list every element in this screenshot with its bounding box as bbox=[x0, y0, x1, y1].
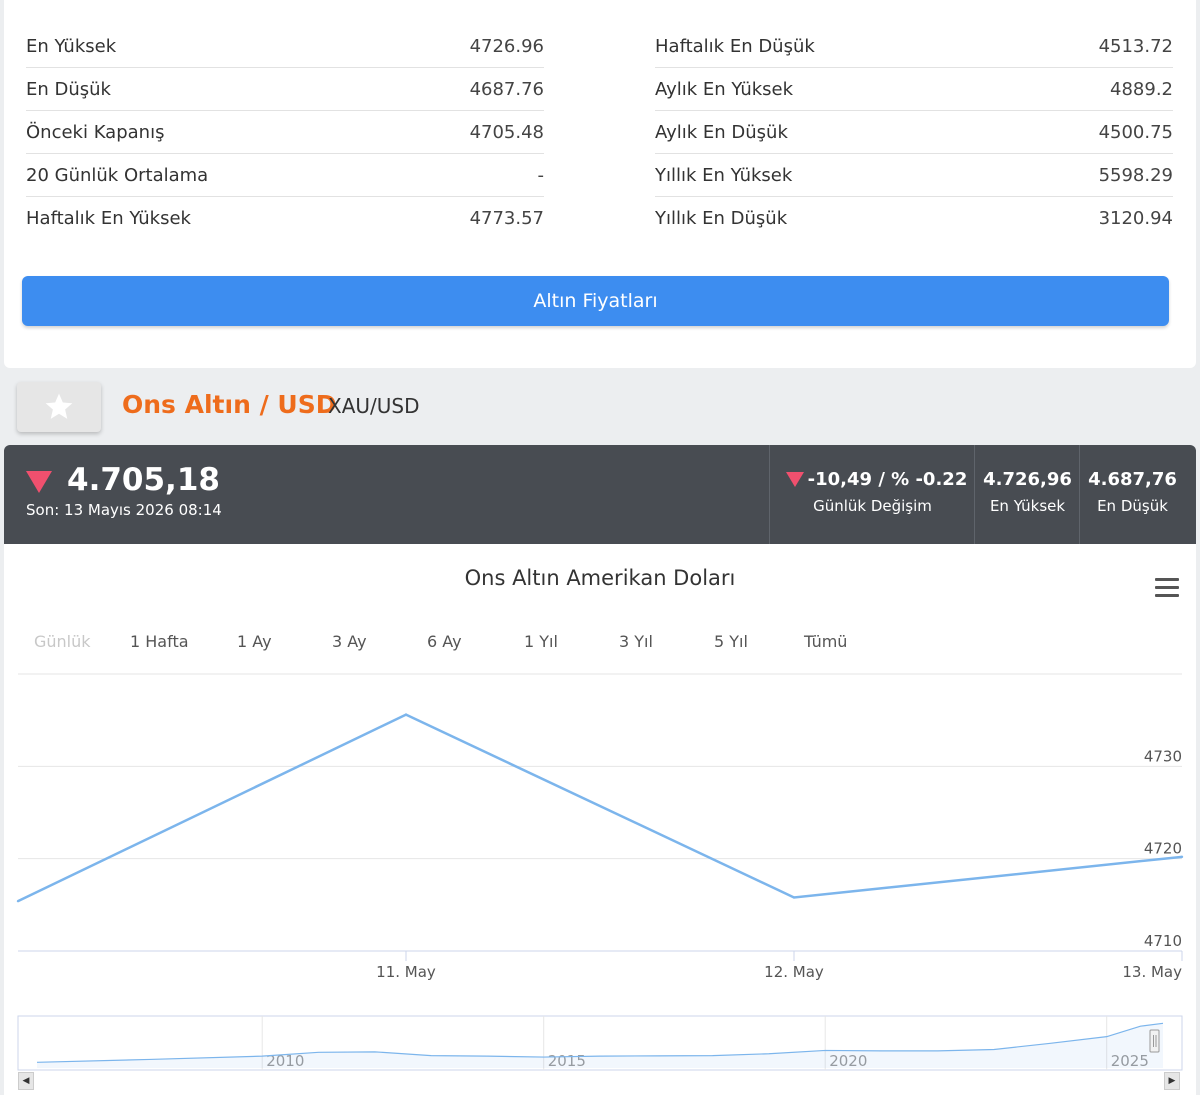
stat-row: Aylık En Düşük 4500.75 bbox=[655, 111, 1173, 154]
stat-row: Önceki Kapanış 4705.48 bbox=[26, 111, 544, 154]
stat-row: Yıllık En Yüksek 5598.29 bbox=[655, 154, 1173, 197]
scroll-right-button[interactable]: ▶ bbox=[1164, 1072, 1180, 1090]
current-price: 4.705,18 bbox=[67, 462, 220, 498]
scroll-left-button[interactable]: ◀ bbox=[18, 1072, 34, 1090]
price-down-arrow-icon bbox=[26, 471, 52, 493]
navigator-series-line bbox=[36, 1022, 1164, 1063]
stat-value: 5598.29 bbox=[1098, 164, 1173, 186]
day-high-label: En Yüksek bbox=[989, 497, 1066, 515]
x-tick-label: 12. May bbox=[764, 963, 824, 981]
chart-area bbox=[4, 544, 1196, 1095]
price-point bbox=[1180, 855, 1184, 859]
navigator-tick-label: 2020 bbox=[829, 1052, 867, 1070]
stat-value: 3120.94 bbox=[1098, 208, 1173, 229]
quote-bar: 4.705,18 Son: 13 Mayıs 2026 08:14 -10,49… bbox=[4, 445, 1196, 544]
stat-value: 4889.2 bbox=[1110, 78, 1173, 100]
stat-value: 4687.76 bbox=[469, 78, 544, 100]
stat-value: 4500.75 bbox=[1098, 121, 1173, 143]
favorite-button[interactable] bbox=[17, 382, 101, 432]
stat-label: En Düşük bbox=[26, 78, 111, 100]
y-tick-label: 4710 bbox=[1144, 932, 1182, 950]
instrument-symbol: XAU/USD bbox=[328, 394, 420, 418]
instrument-title: Ons Altın / USD bbox=[122, 390, 337, 419]
last-update-time: Son: 13 Mayıs 2026 08:14 bbox=[26, 501, 222, 519]
stat-row: 20 Günlük Ortalama - bbox=[26, 154, 544, 197]
chart-menu-icon[interactable] bbox=[1155, 578, 1179, 598]
price-point bbox=[404, 713, 408, 716]
navigator-tick-label: 2010 bbox=[266, 1052, 304, 1070]
range-button[interactable]: 1 Hafta bbox=[130, 632, 189, 651]
stat-row: En Yüksek 4726.96 bbox=[26, 25, 544, 68]
stat-row: En Düşük 4687.76 bbox=[26, 68, 544, 111]
stat-label: En Yüksek bbox=[26, 35, 117, 57]
stat-label: Haftalık En Yüksek bbox=[26, 208, 191, 229]
day-low-label: En Düşük bbox=[1097, 497, 1168, 515]
stat-row: Haftalık En Yüksek 4773.57 bbox=[26, 197, 544, 240]
navigator-tick-label: 2025 bbox=[1111, 1052, 1149, 1070]
stat-label: Yıllık En Yüksek bbox=[655, 164, 793, 186]
range-button[interactable]: 1 Yıl bbox=[524, 632, 558, 651]
chart-title: Ons Altın Amerikan Doları bbox=[464, 566, 736, 590]
stat-row: Aylık En Yüksek 4889.2 bbox=[655, 68, 1173, 111]
y-tick-label: 4720 bbox=[1144, 840, 1182, 858]
y-tick-label: 4730 bbox=[1144, 747, 1182, 765]
day-low-value: 4.687,76 bbox=[1088, 469, 1177, 490]
stat-value: 4773.57 bbox=[469, 208, 544, 229]
range-button[interactable]: 1 Ay bbox=[237, 632, 272, 651]
range-button[interactable]: 3 Ay bbox=[332, 632, 367, 651]
x-tick-label: 13. May bbox=[1122, 963, 1182, 981]
range-button[interactable]: 6 Ay bbox=[427, 632, 462, 651]
x-tick-label: 11. May bbox=[376, 963, 436, 981]
navigator-handle[interactable] bbox=[1149, 1029, 1160, 1053]
daily-change-value: -10,49 / % -0.22 bbox=[807, 469, 968, 490]
range-button[interactable]: Tümü bbox=[804, 632, 848, 651]
day-high-cell: 4.726,96 En Yüksek bbox=[974, 445, 1080, 544]
stat-row: Haftalık En Düşük 4513.72 bbox=[655, 25, 1173, 68]
range-button[interactable]: 3 Yıl bbox=[619, 632, 653, 651]
stat-row: Yıllık En Düşük 3120.94 bbox=[655, 197, 1173, 240]
price-series-line bbox=[17, 713, 1183, 903]
range-button[interactable]: Günlük bbox=[34, 632, 91, 651]
gold-prices-button[interactable]: Altın Fiyatları bbox=[22, 276, 1169, 326]
main-line-chart: 4710 4720 4730 11. May 12. May 13. May bbox=[16, 673, 1184, 981]
navigator-frame bbox=[17, 1015, 1183, 1071]
stat-label: 20 Günlük Ortalama bbox=[26, 164, 209, 186]
stat-value: 4513.72 bbox=[1098, 35, 1173, 57]
range-button[interactable]: 5 Yıl bbox=[714, 632, 748, 651]
stat-label: Yıllık En Düşük bbox=[655, 208, 788, 229]
stat-value: - bbox=[537, 164, 545, 186]
stat-label: Aylık En Yüksek bbox=[655, 78, 794, 100]
stat-label: Önceki Kapanış bbox=[26, 121, 165, 143]
price-point bbox=[792, 896, 796, 899]
stat-label: Haftalık En Düşük bbox=[655, 35, 815, 57]
day-high-value: 4.726,96 bbox=[983, 469, 1072, 490]
star-icon bbox=[45, 393, 73, 419]
navigator-chart[interactable]: 2010201520202025 bbox=[0, 1010, 1200, 1072]
daily-change-cell: -10,49 / % -0.22 Günlük Değişim bbox=[769, 445, 975, 544]
stat-value: 4726.96 bbox=[469, 35, 544, 57]
day-low-cell: 4.687,76 En Düşük bbox=[1079, 445, 1185, 544]
stat-value: 4705.48 bbox=[469, 121, 544, 143]
stat-label: Aylık En Düşük bbox=[655, 121, 788, 143]
navigator-area bbox=[37, 1023, 1163, 1068]
change-down-arrow-icon bbox=[786, 472, 804, 487]
price-point bbox=[16, 899, 20, 903]
daily-change-label: Günlük Değişim bbox=[813, 497, 932, 515]
